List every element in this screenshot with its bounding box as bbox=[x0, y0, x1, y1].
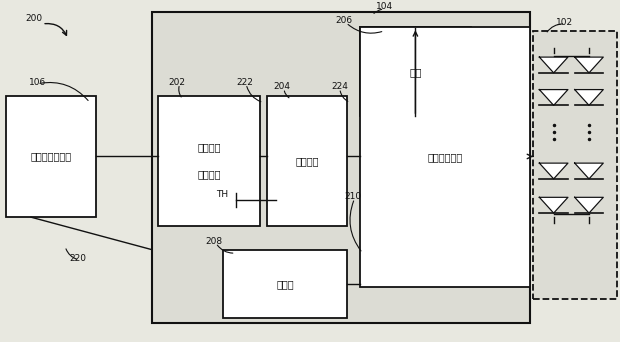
Text: 204: 204 bbox=[273, 82, 291, 91]
Text: 环境温度: 环境温度 bbox=[198, 142, 221, 152]
Bar bbox=[267, 96, 347, 226]
Bar bbox=[360, 27, 471, 116]
Text: 104: 104 bbox=[376, 2, 393, 11]
Bar bbox=[158, 96, 260, 226]
Text: 计时器: 计时器 bbox=[277, 279, 294, 289]
Text: 106: 106 bbox=[29, 78, 46, 87]
Bar bbox=[152, 12, 530, 323]
Text: 200: 200 bbox=[25, 14, 43, 23]
Text: 224: 224 bbox=[331, 82, 348, 91]
Bar bbox=[360, 27, 530, 287]
Polygon shape bbox=[575, 163, 603, 179]
Text: 202: 202 bbox=[168, 78, 185, 87]
Text: 220: 220 bbox=[69, 254, 86, 263]
Text: 222: 222 bbox=[236, 78, 254, 87]
Text: 比较电路: 比较电路 bbox=[295, 156, 319, 166]
Text: TH: TH bbox=[216, 190, 228, 199]
Text: 红外检测传感器: 红外检测传感器 bbox=[30, 152, 72, 161]
Polygon shape bbox=[539, 57, 568, 73]
Bar bbox=[533, 31, 617, 299]
Polygon shape bbox=[575, 57, 603, 73]
Text: 补偿电路: 补偿电路 bbox=[198, 169, 221, 180]
Polygon shape bbox=[539, 163, 568, 179]
Polygon shape bbox=[575, 90, 603, 105]
Text: 102: 102 bbox=[556, 18, 573, 27]
Bar bbox=[6, 96, 96, 217]
Polygon shape bbox=[575, 197, 603, 213]
Polygon shape bbox=[539, 197, 568, 213]
Text: 208: 208 bbox=[205, 237, 223, 246]
Text: 电源控制电路: 电源控制电路 bbox=[427, 152, 463, 162]
Text: 206: 206 bbox=[335, 16, 353, 25]
Polygon shape bbox=[539, 90, 568, 105]
Text: 210: 210 bbox=[345, 192, 362, 201]
Bar bbox=[223, 250, 347, 318]
Text: 电源: 电源 bbox=[409, 67, 422, 77]
